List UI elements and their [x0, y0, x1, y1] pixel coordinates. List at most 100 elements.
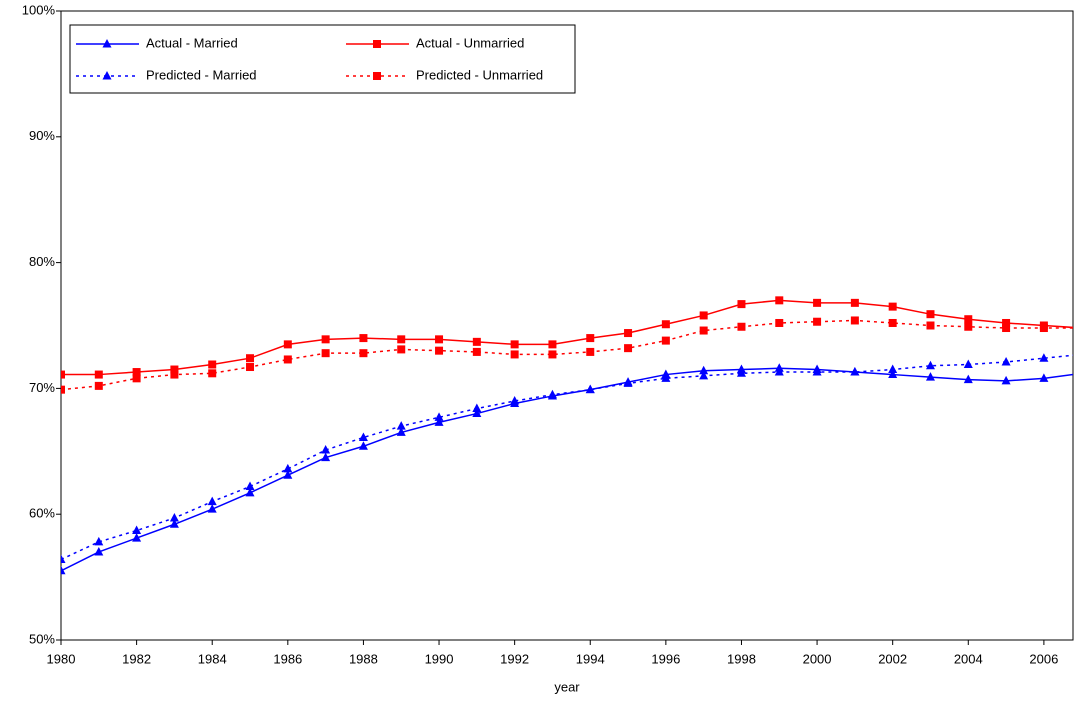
data-point [245, 487, 255, 497]
data-point [963, 359, 973, 368]
data-point [736, 368, 746, 377]
x-tick-label: 2006 [1029, 651, 1058, 666]
data-point [661, 320, 670, 329]
data-point [170, 370, 179, 379]
data-point [624, 329, 633, 338]
data-point [246, 354, 255, 363]
x-tick-label: 1990 [425, 651, 454, 666]
data-point [132, 525, 142, 535]
data-point [358, 441, 368, 450]
data-point [434, 412, 444, 421]
x-tick-label: 2002 [878, 651, 907, 666]
data-point [1001, 356, 1011, 366]
data-point [208, 369, 217, 378]
data-point [472, 347, 481, 356]
data-point [926, 321, 935, 330]
data-point [812, 367, 822, 376]
data-point [586, 347, 595, 356]
data-point [283, 463, 293, 473]
data-point [359, 349, 368, 358]
data-point [850, 367, 860, 376]
data-point [888, 364, 898, 374]
data-point [813, 298, 822, 307]
data-point [245, 481, 255, 491]
x-tick-label: 2004 [954, 651, 983, 666]
data-point [548, 350, 557, 359]
data-point [737, 322, 746, 331]
data-point [207, 504, 217, 513]
y-tick-label: 50% [29, 631, 55, 646]
data-point [321, 349, 330, 358]
data-point [699, 311, 708, 320]
data-point [774, 367, 784, 376]
data-point [396, 427, 406, 436]
data-point [1002, 318, 1011, 327]
data-point [396, 421, 406, 430]
y-tick-label: 90% [29, 128, 55, 143]
x-tick-label: 1980 [47, 651, 76, 666]
data-point [888, 318, 897, 327]
plot-layer [61, 296, 1073, 575]
x-tick-label: 1982 [122, 651, 151, 666]
data-point [472, 403, 482, 413]
data-point [510, 395, 520, 405]
x-tick-label: 1984 [198, 651, 227, 666]
data-point [132, 374, 141, 383]
data-point [699, 365, 709, 375]
data-point [624, 344, 633, 353]
x-tick-label: 2000 [803, 651, 832, 666]
series-line [61, 319, 1073, 391]
data-point [472, 337, 481, 346]
data-point [321, 335, 330, 344]
data-point [358, 432, 368, 441]
data-point [397, 345, 406, 354]
data-point [699, 370, 709, 380]
legend-label: Actual - Unmarried [416, 35, 524, 50]
data-point [321, 452, 331, 462]
data-point [94, 546, 104, 556]
data-point [661, 373, 671, 382]
data-point [737, 300, 746, 309]
data-point [925, 360, 935, 370]
y-tick-label: 100% [22, 2, 56, 17]
legend-marker [373, 40, 381, 48]
data-point [359, 334, 368, 343]
data-point [510, 340, 519, 349]
data-point [661, 336, 670, 345]
data-point [699, 326, 708, 335]
data-point [585, 384, 595, 394]
data-point [435, 346, 444, 355]
data-point [169, 519, 179, 528]
data-point [1039, 353, 1049, 362]
data-point [472, 408, 482, 418]
x-axis-title: year [554, 679, 580, 694]
data-point [964, 315, 973, 324]
data-point [548, 340, 557, 349]
data-point [926, 310, 935, 319]
x-tick-label: 1988 [349, 651, 378, 666]
legend-label: Predicted - Married [146, 67, 257, 82]
data-point [1001, 375, 1011, 385]
legend-label: Predicted - Unmarried [416, 67, 543, 82]
y-tick-label: 80% [29, 254, 55, 269]
data-point [61, 565, 66, 575]
legend-label: Actual - Married [146, 35, 238, 50]
data-point [888, 302, 897, 311]
x-tick-label: 1998 [727, 651, 756, 666]
data-point [623, 378, 633, 387]
data-point [61, 385, 65, 394]
data-point [888, 369, 898, 379]
series-line [61, 367, 1073, 572]
data-point [207, 496, 217, 506]
data-point [246, 363, 255, 372]
data-point [434, 417, 444, 426]
y-tick-label: 70% [29, 380, 55, 395]
data-point [132, 533, 142, 542]
x-tick-label: 1986 [273, 651, 302, 666]
data-point [925, 372, 935, 381]
x-tick-label: 1994 [576, 651, 605, 666]
data-point [586, 334, 595, 343]
plot-area [60, 10, 1074, 641]
